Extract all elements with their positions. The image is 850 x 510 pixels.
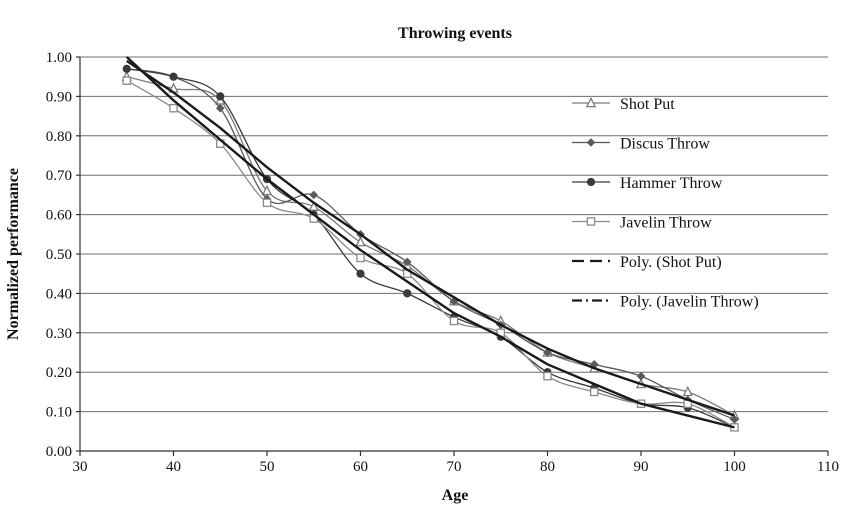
- series-line: [125, 56, 735, 429]
- y-tick-label: 0.20: [46, 365, 72, 381]
- legend-marker: [586, 217, 596, 226]
- data-point: [308, 200, 319, 211]
- series-line: [126, 68, 735, 428]
- x-tick-label: 40: [166, 459, 181, 475]
- data-point: [730, 415, 739, 424]
- legend-label: Discus Throw: [620, 136, 710, 153]
- x-tick-label: 30: [73, 459, 88, 475]
- y-tick-label: 0.80: [46, 129, 72, 145]
- data-point: [402, 257, 412, 267]
- series-5: [125, 56, 735, 429]
- legend-item-4: Poly. (Shot Put): [572, 254, 722, 271]
- y-tick-label: 0.70: [46, 168, 72, 184]
- x-tick-label: 90: [634, 459, 649, 475]
- data-point: [122, 64, 131, 73]
- data-point: [403, 289, 412, 298]
- legend-label: Poly. (Javelin Throw): [620, 294, 759, 311]
- data-point: [169, 72, 178, 81]
- gridlines: [80, 56, 828, 413]
- data-point: [216, 92, 225, 101]
- y-tick-label: 0.50: [46, 247, 72, 263]
- data-point: [356, 269, 365, 278]
- x-tick-label: 100: [723, 459, 746, 475]
- data-point: [543, 371, 552, 381]
- x-tick-label: 60: [353, 459, 368, 475]
- y-axis-title: Normalized performance: [5, 168, 22, 340]
- legend-item-1: Discus Throw: [572, 136, 710, 153]
- legend: Shot Put Discus Throw Hammer Throw Javelin …: [572, 96, 759, 311]
- series-4: [126, 59, 735, 417]
- data-point: [449, 316, 459, 326]
- data-point: [122, 76, 132, 85]
- legend-label: Javelin Throw: [620, 215, 712, 232]
- series-line: [126, 59, 735, 417]
- legend-marker: [586, 138, 596, 147]
- y-tick-label: 0.00: [46, 444, 72, 460]
- data-point: [636, 371, 646, 381]
- legend-label: Hammer Throw: [620, 175, 723, 192]
- axes: 0.00 0.10 0.20 0.30 0.40 0.50 0.60 0.70 0.80 0.90…: [46, 50, 839, 475]
- x-tick-label: 110: [817, 459, 839, 475]
- legend-label: Poly. (Shot Put): [620, 254, 722, 271]
- y-tick-label: 0.10: [46, 405, 72, 421]
- data-point: [590, 387, 599, 397]
- data-point: [262, 198, 272, 208]
- legend-item-2: Hammer Throw: [572, 175, 723, 192]
- legend-label: Shot Put: [620, 96, 675, 113]
- data-point: [169, 103, 178, 113]
- legend-marker: [585, 96, 597, 108]
- x-tick-label: 50: [260, 459, 275, 475]
- data-point: [309, 190, 319, 200]
- data-point: [215, 103, 225, 113]
- legend-marker: [586, 177, 596, 187]
- legend-item-0: Shot Put: [572, 96, 675, 113]
- y-tick-label: 1.00: [46, 50, 72, 66]
- series-2: [122, 64, 739, 432]
- data-point: [355, 236, 366, 247]
- data-point: [356, 253, 365, 263]
- y-tick-label: 0.30: [46, 326, 72, 342]
- legend-item-3: Javelin Throw: [572, 215, 712, 232]
- y-tick-label: 0.90: [46, 89, 72, 105]
- series-line: [126, 68, 735, 421]
- y-tick-label: 0.60: [46, 208, 72, 224]
- x-axis-title: Age: [442, 487, 469, 504]
- x-tick-label: 70: [447, 459, 462, 475]
- data-point: [543, 348, 552, 357]
- series-1: [122, 64, 739, 424]
- chart-title: Throwing events: [398, 25, 512, 42]
- legend-item-5: Poly. (Javelin Throw): [572, 294, 759, 311]
- x-tick-label: 80: [540, 459, 555, 475]
- y-tick-label: 0.40: [46, 286, 72, 302]
- plot-series: [121, 56, 740, 432]
